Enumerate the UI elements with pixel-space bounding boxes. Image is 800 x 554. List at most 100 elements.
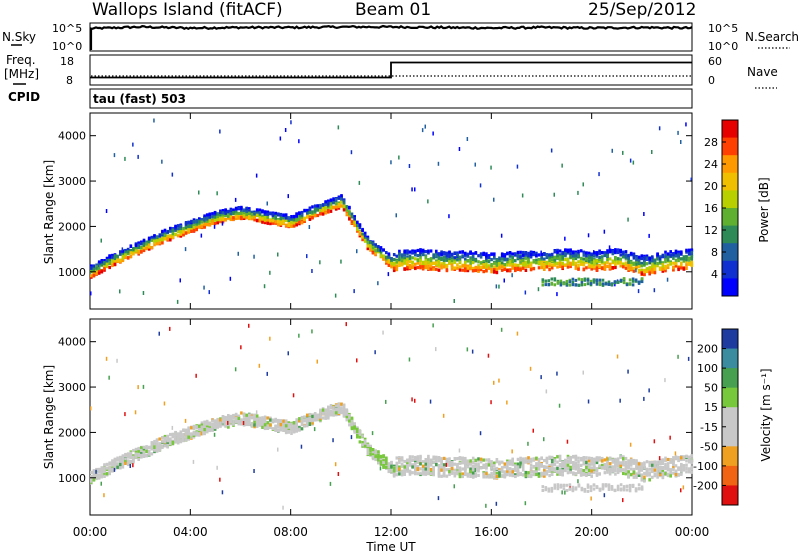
power-echo-cell	[640, 280, 644, 284]
velocity-sparse-cell	[445, 462, 448, 467]
power-echo-cell	[535, 258, 538, 262]
velocity-echo-cell	[116, 458, 119, 462]
velocity-echo-cell	[561, 462, 564, 466]
power-echo-cell	[348, 217, 351, 221]
velocity-echo-cell	[585, 472, 588, 477]
velocity-sparse-cell	[292, 393, 295, 398]
power-sparse-cell	[219, 129, 221, 134]
velocity-sparse-cell	[163, 401, 166, 406]
velocity-echo-cell	[385, 465, 388, 469]
power-echo-cell	[658, 255, 662, 259]
velocity-echo-cell	[255, 417, 259, 421]
velocity-echo-cell	[458, 475, 462, 479]
power-echo-cell	[587, 259, 591, 263]
velocity-echo-cell	[284, 419, 288, 423]
velocity-echo-cell	[377, 455, 380, 459]
velocity-echo-cell	[574, 472, 578, 476]
velocity-echo-cell	[600, 456, 604, 461]
velocity-echo-cell	[358, 440, 362, 444]
velocity-echo-cell	[550, 455, 554, 459]
power-echo-cell	[680, 251, 683, 255]
power-echo-cell	[161, 241, 164, 245]
power-echo-cell	[651, 258, 654, 262]
velocity-echo-cell	[261, 425, 264, 429]
power-echo-cell	[179, 230, 183, 234]
velocity-echo-cell	[406, 466, 409, 470]
power-echo-cell	[182, 230, 185, 234]
power-echo-cell	[622, 277, 626, 281]
velocity-sparse-cell	[471, 349, 474, 354]
power-echo-cell	[553, 258, 557, 262]
power-echo-cell	[126, 250, 130, 254]
velocity-echo-cell	[619, 466, 622, 470]
power-sparse-cell	[582, 182, 584, 187]
power-echo-cell	[643, 273, 646, 277]
velocity-echo-cell	[622, 457, 625, 461]
velocity-echo-cell	[458, 457, 462, 461]
velocity-echo-cell	[319, 412, 322, 416]
velocity-echo-cell	[345, 415, 349, 419]
velocity-sparse-cell	[411, 397, 413, 402]
power-echo-cell	[656, 261, 659, 265]
power-sparse-cell	[537, 287, 540, 292]
power-echo-cell	[498, 261, 501, 266]
velocity-echo-cell	[169, 437, 172, 441]
power-echo-cell	[208, 215, 212, 219]
power-echo-cell	[145, 247, 148, 251]
power-echo-cell	[124, 255, 127, 259]
power-echo-cell	[622, 281, 626, 285]
velocity-echo-cell	[442, 466, 446, 470]
power-sparse-cell	[287, 194, 289, 199]
power-echo-cell	[577, 277, 581, 281]
velocity-echo-cell	[590, 466, 593, 470]
power-echo-cell	[582, 268, 586, 272]
velocity-sparse-cell	[558, 403, 561, 408]
power-echo-cell	[435, 249, 438, 253]
power-echo-cell	[603, 265, 607, 269]
velocity-echo-cell	[319, 415, 322, 419]
power-echo-cell	[421, 265, 425, 269]
freq-right-top-tick: 60	[708, 55, 722, 68]
velocity-echo-cell	[227, 418, 230, 422]
power-echo-cell	[153, 239, 156, 243]
velocity-echo-cell	[537, 472, 541, 476]
velocity-echo-cell	[519, 456, 522, 460]
velocity-echo-cell	[469, 474, 472, 478]
power-echo-cell	[448, 257, 451, 261]
velocity-echo-cell	[92, 478, 96, 482]
power-sparse-cell	[608, 245, 611, 250]
power-echo-cell	[406, 265, 409, 269]
velocity-echo-cell	[448, 460, 451, 464]
power-echo-cell	[182, 233, 185, 237]
power-echo-cell	[366, 235, 370, 239]
velocity-echo-cell	[142, 453, 146, 457]
power-echo-cell	[680, 266, 683, 270]
velocity-echo-cell	[622, 468, 625, 472]
power-echo-cell	[653, 261, 657, 265]
velocity-echo-cell	[429, 458, 433, 462]
velocity-echo-cell	[624, 456, 628, 461]
power-echo-cell	[192, 218, 196, 222]
velocity-echo-cell	[543, 472, 546, 476]
power-echo-cell	[682, 257, 686, 261]
power-echo-cell	[97, 260, 101, 264]
velocity-echo-cell	[321, 408, 325, 412]
power-echo-cell	[111, 263, 114, 267]
velocity-echo-cell	[261, 423, 264, 427]
velocity-echo-cell	[414, 462, 417, 466]
velocity-echo-cell	[614, 466, 617, 470]
velocity-echo-cell	[184, 432, 188, 436]
velocity-echo-cell	[561, 473, 564, 477]
power-echo-cell	[690, 254, 694, 258]
power-echo-cell	[427, 260, 430, 264]
nsky-right-bottom-tick: 10^0	[708, 40, 738, 53]
power-sparse-cell	[421, 128, 424, 133]
power-echo-cell	[585, 257, 588, 261]
power-echo-cell	[150, 238, 154, 242]
velocity-echo-cell	[316, 416, 320, 420]
velocity-echo-cell	[124, 461, 127, 465]
power-echo-cell	[658, 266, 662, 270]
power-echo-cell	[306, 208, 309, 213]
power-echo-cell	[358, 225, 362, 230]
velocity-echo-cell	[179, 432, 183, 436]
